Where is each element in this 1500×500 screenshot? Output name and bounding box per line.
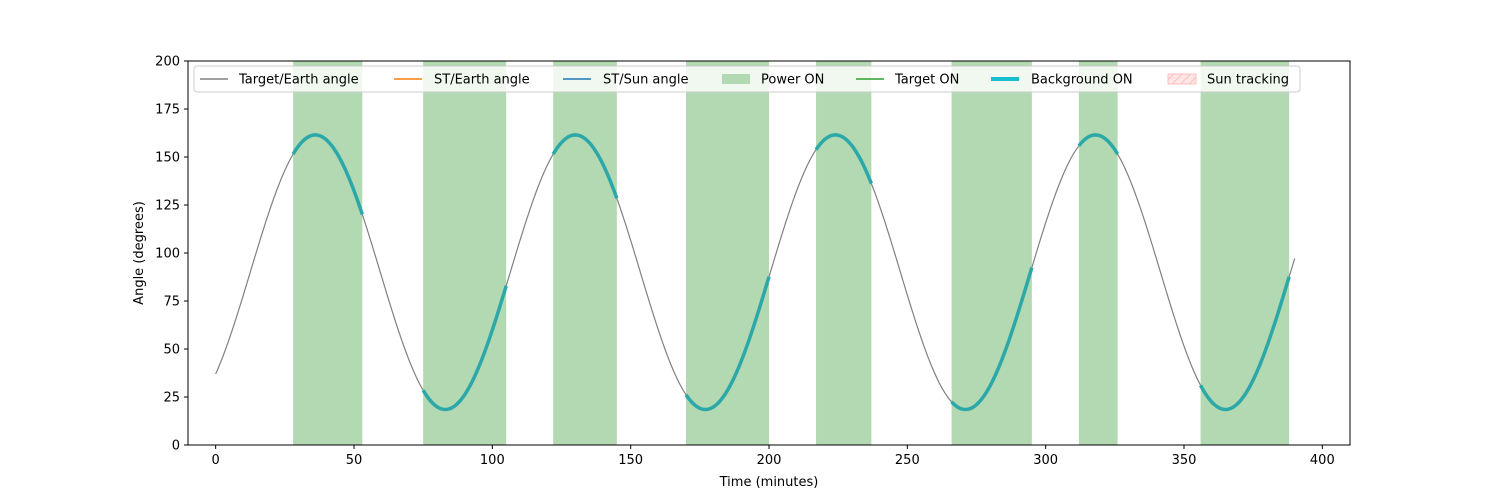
legend-label-sun-tracking: Sun tracking xyxy=(1207,73,1289,88)
power-on-band-3 xyxy=(686,61,769,445)
background-on-segment-0 xyxy=(291,133,364,215)
power-on-band-2 xyxy=(553,61,617,445)
y-axis: 0 25 50 75 100 125 150 175 200 xyxy=(155,55,188,454)
legend-label-st-earth-angle: ST/Earth angle xyxy=(434,73,530,88)
background-on-segment-2 xyxy=(551,133,619,199)
curves xyxy=(215,133,1296,412)
y-tick-label-0: 0 xyxy=(172,439,180,454)
power-on-band-7 xyxy=(1200,61,1290,445)
x-axis: 0 50 100 150 200 250 300 350 400 xyxy=(212,445,1335,468)
background-on-segment-1 xyxy=(421,285,508,412)
x-tick-label-5: 250 xyxy=(895,453,920,468)
y-tick-label-5: 125 xyxy=(155,199,180,214)
legend-label-power-on: Power ON xyxy=(761,73,824,88)
legend-swatch-sun-tracking xyxy=(1167,73,1197,85)
y-tick-label-3: 75 xyxy=(163,295,180,310)
power-on-band-4 xyxy=(816,61,872,445)
x-tick-label-3: 150 xyxy=(618,453,643,468)
background-on-segment-7 xyxy=(1199,276,1291,412)
x-tick-label-7: 350 xyxy=(1172,453,1197,468)
legend-swatch-power-on xyxy=(722,74,750,84)
x-tick-label-4: 200 xyxy=(757,453,782,468)
legend: Target/Earth angle ST/Earth angle ST/Sun a… xyxy=(193,65,1301,93)
x-tick-label-2: 100 xyxy=(480,453,505,468)
legend-label-target-on: Target ON xyxy=(894,73,959,88)
background-on-segment-5 xyxy=(950,267,1034,412)
x-tick-label-6: 300 xyxy=(1033,453,1058,468)
y-tick-label-7: 175 xyxy=(155,103,180,118)
legend-label-st-sun-angle: ST/Sun angle xyxy=(603,73,689,88)
background-on-segment-6 xyxy=(1077,133,1120,155)
legend-label-target-earth-angle: Target/Earth angle xyxy=(238,73,359,88)
background-on-segment-4 xyxy=(814,133,873,185)
x-tick-label-1: 50 xyxy=(346,453,363,468)
y-axis-label: Angle (degrees) xyxy=(132,201,147,305)
y-tick-label-1: 25 xyxy=(163,391,180,406)
power-on-band-0 xyxy=(293,61,363,445)
x-tick-label-0: 0 xyxy=(212,453,220,468)
power-on-band-1 xyxy=(423,61,507,445)
background-on-segment-3 xyxy=(684,276,771,412)
x-tick-label-8: 400 xyxy=(1310,453,1335,468)
power-on-band-5 xyxy=(951,61,1032,445)
y-tick-label-6: 150 xyxy=(155,151,180,166)
x-axis-label: Time (minutes) xyxy=(719,475,819,490)
power-on-band-6 xyxy=(1078,61,1118,445)
y-tick-label-8: 200 xyxy=(155,55,180,70)
y-tick-label-2: 50 xyxy=(163,343,180,358)
legend-label-background-on: Background ON xyxy=(1031,73,1133,88)
power-on-bands xyxy=(293,61,1290,445)
y-tick-label-4: 100 xyxy=(155,247,180,262)
